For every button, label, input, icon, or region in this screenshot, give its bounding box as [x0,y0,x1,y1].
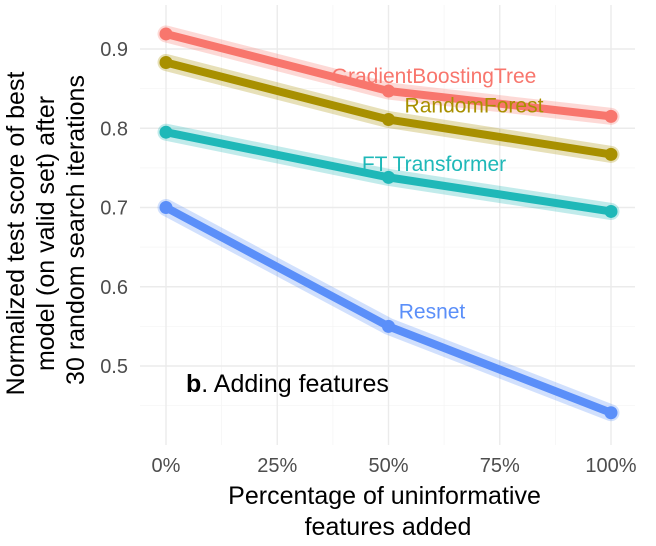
series-label: Resnet [399,300,466,323]
x-tick-label: 50% [368,455,408,477]
y-tick-label: 0.7 [100,198,128,220]
data-point [159,55,173,69]
data-point [382,319,395,333]
data-point [604,109,618,123]
y-tick-label: 0.9 [100,39,128,61]
x-tick-label: 0% [152,455,181,477]
data-point [382,170,395,184]
y-axis-title: Normalized test score of best model (on … [2,65,90,396]
series-labels: GradientBoostingTree RandomForest FT Trans… [332,65,544,323]
annotation: b. Adding features [186,370,389,398]
data-point [159,27,173,41]
data-point [159,201,173,214]
series-label: GradientBoostingTree [332,65,537,88]
series-label: FT Transformer [362,153,506,176]
y-tick-label: 0.6 [100,277,128,299]
x-axis-title-line-1: Percentage of uninformative [228,482,541,510]
y-axis-title-line-2: model (on valid set) after [32,96,60,371]
x-tick-label: 100% [585,455,636,477]
data-point [382,84,395,98]
x-axis-title-line-2: features added [305,513,472,541]
series-label: RandomForest [405,94,544,117]
y-axis-title-line-3: 30 random search iterations [62,75,90,385]
y-axis-title-line-1: Normalized test score of best [2,72,30,396]
y-tick-label: 0.5 [100,356,128,378]
x-tick-label: 75% [480,455,520,477]
x-tick-labels: 0% 25% 50% 75% 100% [152,455,637,477]
data-point [604,147,618,161]
annotation-bold: b [186,370,201,398]
data-point [604,406,618,420]
data-point [382,113,395,127]
x-axis-title: Percentage of uninformative features add… [228,482,548,541]
annotation-text: . Adding features [201,370,389,398]
data-point [604,204,618,218]
x-tick-label: 25% [257,455,297,477]
y-tick-label: 0.8 [100,118,128,140]
series-points [159,27,618,420]
data-point [159,125,173,139]
y-tick-labels: 0.5 0.6 0.7 0.8 0.9 [100,39,128,378]
